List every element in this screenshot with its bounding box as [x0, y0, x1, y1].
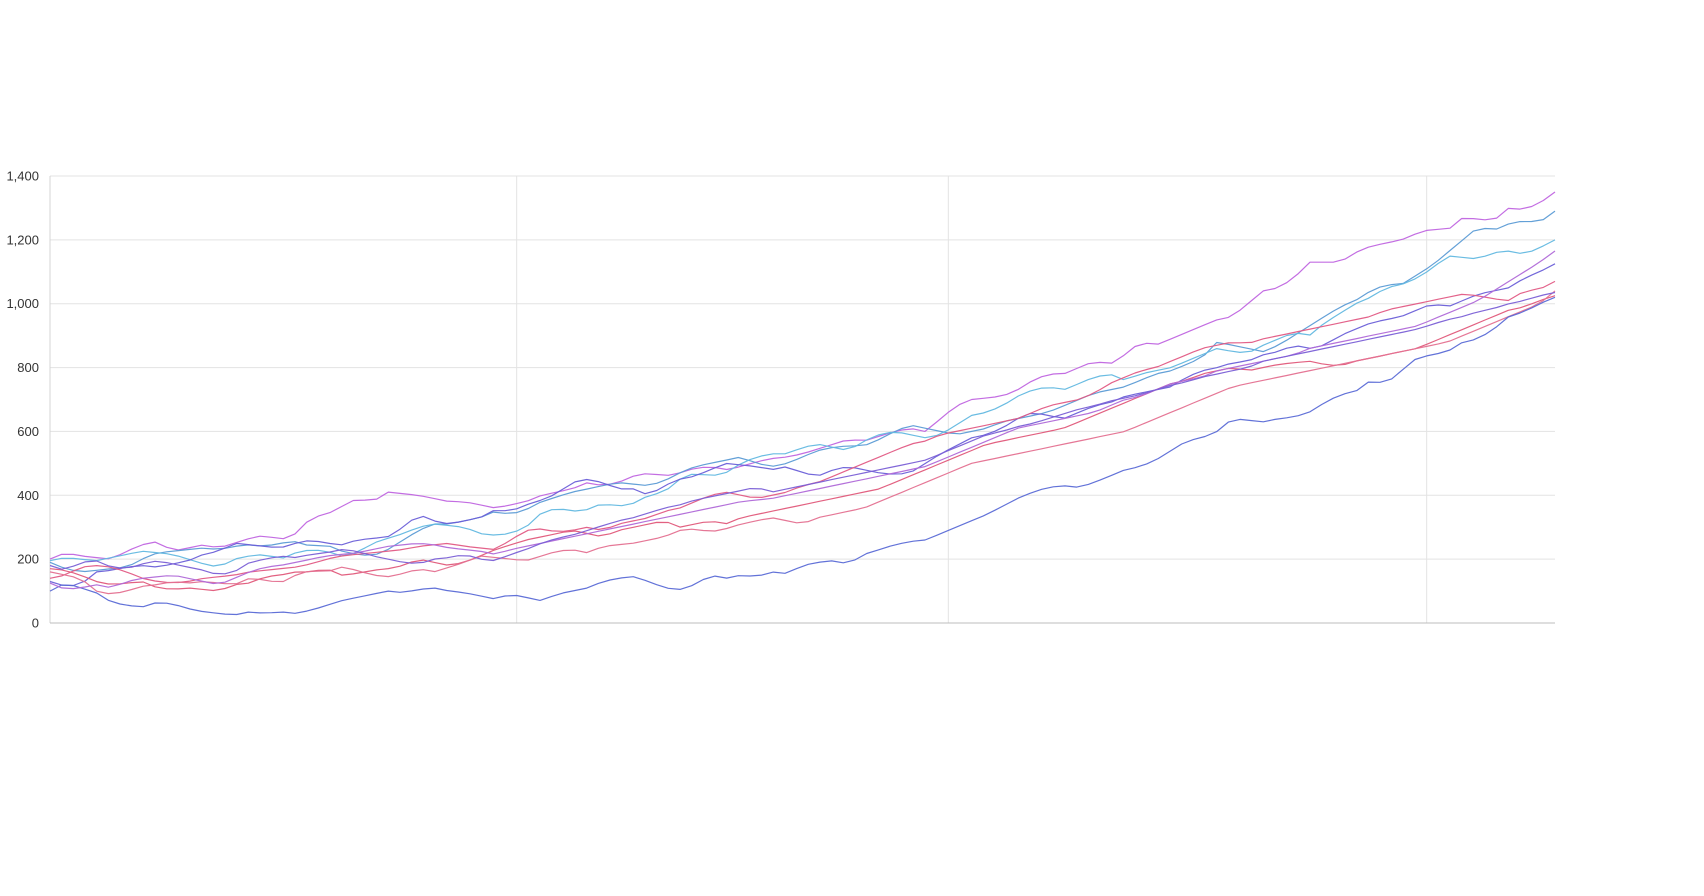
y-tick-label: 0 [32, 616, 39, 631]
series-line-3 [49, 239, 1556, 567]
y-tick-label: 200 [17, 552, 39, 567]
y-tick-label: 600 [17, 424, 39, 439]
y-tick-label: 400 [17, 488, 39, 503]
y-tick-label: 1,000 [6, 296, 39, 311]
series-line-6 [49, 295, 1556, 592]
series-line-7 [49, 290, 1556, 595]
grid-layer [50, 175, 1555, 623]
series-line-9 [49, 250, 1556, 590]
series-line-10 [49, 291, 1556, 575]
axis-layer: 0 200 400 600 800 1,000 1,200 1,400 [6, 169, 1555, 631]
y-tick-label: 1,200 [6, 232, 39, 247]
series-line-4 [49, 263, 1556, 587]
y-tick-label: 1,400 [6, 169, 39, 184]
series-line-8 [49, 296, 1556, 616]
series-line-2 [49, 210, 1556, 573]
series-layer [49, 191, 1556, 616]
y-tick-label: 800 [17, 360, 39, 375]
series-line-1 [49, 191, 1556, 560]
